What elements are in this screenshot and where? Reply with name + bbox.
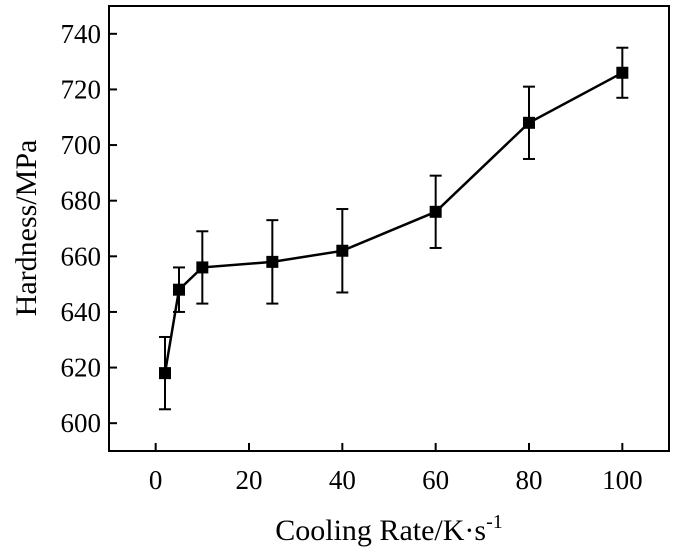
x-tick-label: 20 [236, 465, 263, 495]
y-tick-label: 620 [61, 353, 102, 383]
x-tick-label: 0 [149, 465, 163, 495]
data-point [159, 367, 171, 380]
y-tick-label: 740 [61, 19, 102, 49]
data-point [616, 66, 629, 79]
x-axis-label-superscript: -1 [486, 511, 503, 533]
y-tick-label: 660 [61, 241, 102, 271]
plot-frame [108, 5, 670, 452]
x-axis-label: Cooling Rate/K·s-1 [275, 511, 503, 547]
data-point [196, 261, 209, 274]
data-point [173, 283, 185, 296]
y-tick-label: 680 [61, 186, 102, 216]
y-tick-label: 640 [61, 297, 102, 327]
y-tick-label: 700 [61, 130, 102, 160]
series-markers [159, 66, 629, 380]
x-tick-label: 100 [602, 465, 643, 495]
y-axis-ticks: 600 620 640 660 680 700 720 740 [61, 19, 117, 438]
x-tick-label: 40 [329, 465, 356, 495]
data-point [266, 255, 279, 268]
y-axis-label: Hardness/MPa [10, 140, 43, 317]
data-point [429, 205, 442, 218]
x-tick-label: 80 [516, 465, 543, 495]
data-point [523, 116, 535, 129]
series-line [163, 71, 623, 374]
x-axis-label-text: Cooling Rate/K·s [275, 514, 486, 547]
data-point [336, 244, 349, 257]
y-tick-label: 600 [61, 408, 102, 438]
y-tick-label: 720 [61, 74, 102, 104]
x-axis-ticks: 0 20 40 60 80 100 [149, 443, 643, 495]
x-tick-label: 60 [422, 465, 449, 495]
